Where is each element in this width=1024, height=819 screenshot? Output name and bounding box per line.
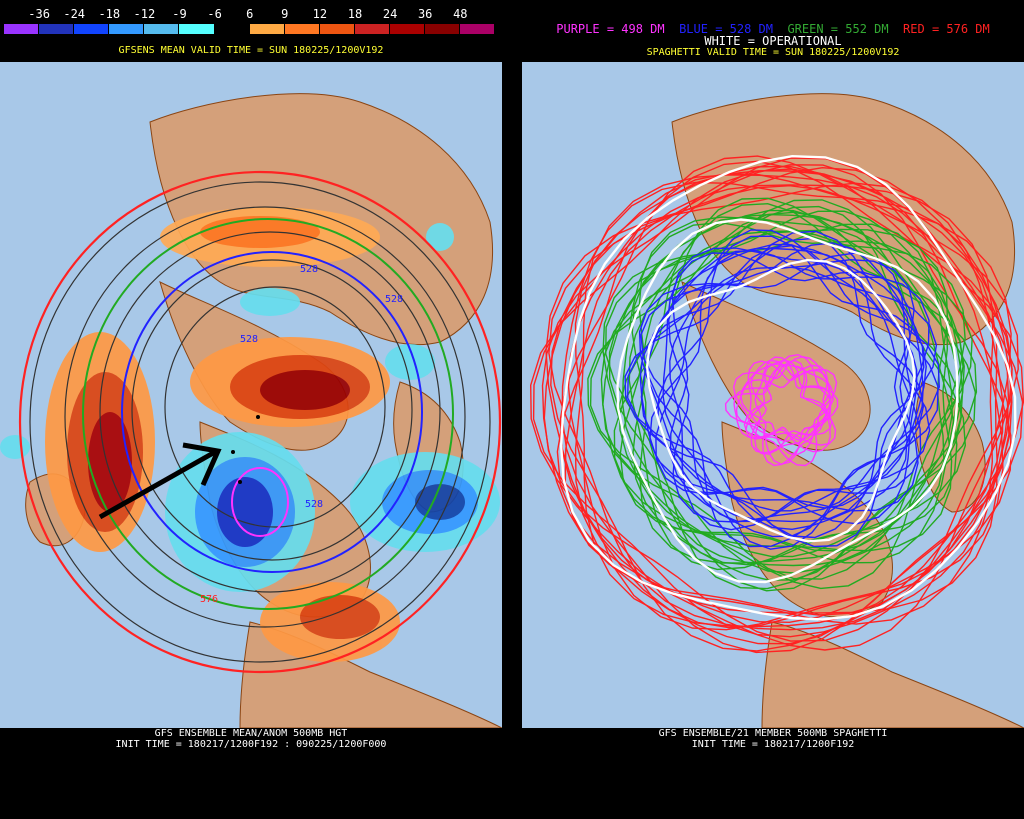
legend-label: -24 [63,7,86,21]
spaghetti-contour [600,199,959,564]
right-footer-title: GFS ENSEMBLE/21 MEMBER 500MB SPAGHETTI [658,728,888,739]
spaghetti-contour [745,359,829,441]
legend-swatch [4,24,40,34]
spaghetti-contour [649,247,931,512]
spaghetti-contour [640,266,938,523]
spaghetti-contour [667,243,941,523]
legend-swatch [390,24,426,34]
spaghetti-legend-item: GREEN = 552 DM [787,22,904,36]
legend-label: -12 [133,7,156,21]
operational-contour [559,154,1017,621]
legend-swatch [319,24,355,34]
panel-divider [502,0,522,819]
left-footer-title: GFS ENSEMBLE MEAN/ANOM 500MB HGT [154,728,348,739]
ensemble-mean-map: 528 528 528 528 576 [0,62,502,728]
spaghetti-contour [587,211,953,552]
spaghetti-contour [608,215,966,590]
legend-label: 24 [382,7,398,21]
spaghetti-contour [618,197,958,566]
spaghetti-legend-item: PURPLE = 498 DM [556,22,680,36]
contour-label: 528 [300,264,318,275]
legend-swatch [354,24,391,34]
spaghetti-contour [574,165,1024,628]
right-valid-time-header: SPAGHETTI VALID TIME = SUN 180225/1200V1… [646,47,900,58]
legend-label: 6 [246,7,254,21]
spaghetti-contour [724,364,837,446]
legend-swatch [109,24,145,34]
legend-label: -36 [28,7,50,21]
legend-swatch [460,24,496,34]
spaghetti-map [522,62,1024,728]
spaghetti-contour [619,205,962,552]
spaghetti-contour [624,244,919,512]
legend-swatch [74,24,110,34]
spaghetti-contour [626,258,915,531]
right-panel: PURPLE = 498 DM BLUE = 528 DM GREEN = 55… [522,0,1024,819]
spaghetti-contour [750,359,839,454]
right-footer-init: INIT TIME = 180217/1200F192 [691,739,855,750]
contour-label: 528 [385,294,403,305]
spaghetti-contour [743,363,833,442]
legend-swatch [284,24,320,34]
contour-label: 576 [200,594,218,605]
legend-swatch [214,24,250,34]
spaghetti-contour [602,223,953,580]
spaghetti-legend-item: RED = 576 DM [903,22,990,36]
legend-swatch [39,24,75,34]
legend-label: -18 [98,7,121,21]
legend-label: -9 [172,7,187,21]
anomaly-color-legend [4,24,496,34]
legend-swatch [425,24,461,34]
spaghetti-contour [740,359,838,467]
operational-legend: WHITE = OPERATIONAL [704,34,842,48]
left-valid-time-header: GFSENS MEAN VALID TIME = SUN 180225/1200… [118,45,384,56]
spaghetti-contour [550,172,1012,652]
spaghetti-legend-item: BLUE = 528 DM [679,22,788,36]
anomaly-legend-labels: -36 -24 -18 -12 -9 -6 6 9 12 18 24 36 48 [0,7,502,21]
spaghetti-contour [545,166,1013,651]
arrow-annotation [98,442,222,520]
spaghetti-contour [733,353,832,453]
spaghetti-color-legend: PURPLE = 498 DM BLUE = 528 DM GREEN = 55… [522,22,1024,36]
spaghetti-contour [529,168,998,614]
legend-swatch [179,24,215,34]
spaghetti-contour [589,228,949,574]
legend-label: 36 [417,7,433,21]
operational-contour [616,218,959,584]
legend-label: 48 [453,7,468,21]
operational-contour [645,258,916,543]
legend-label: -6 [207,7,222,21]
left-panel: -36 -24 -18 -12 -9 -6 6 9 12 18 24 36 48 GFSENS MEAN… [0,0,502,819]
legend-label: 12 [312,7,328,21]
legend-label: 18 [347,7,363,21]
legend-swatch [144,24,180,34]
spaghetti-contour [646,249,930,548]
spaghetti-contour [735,364,829,456]
spaghetti-contour [632,216,977,581]
spaghetti-contour [732,355,834,467]
spaghetti-contour [574,174,1024,645]
spaghetti-contour [639,230,918,525]
legend-swatch [249,24,285,34]
legend-label: 9 [281,7,289,21]
spaghetti-contour [669,247,939,538]
left-footer-init: INIT TIME = 180217/1200F192 : 090225/120… [115,739,387,750]
spaghetti-contour [613,213,967,558]
contour-label: 528 [240,334,258,345]
spaghetti-contour [543,182,1004,642]
spaghetti-contour [532,184,994,638]
contour-label: 528 [305,499,323,510]
